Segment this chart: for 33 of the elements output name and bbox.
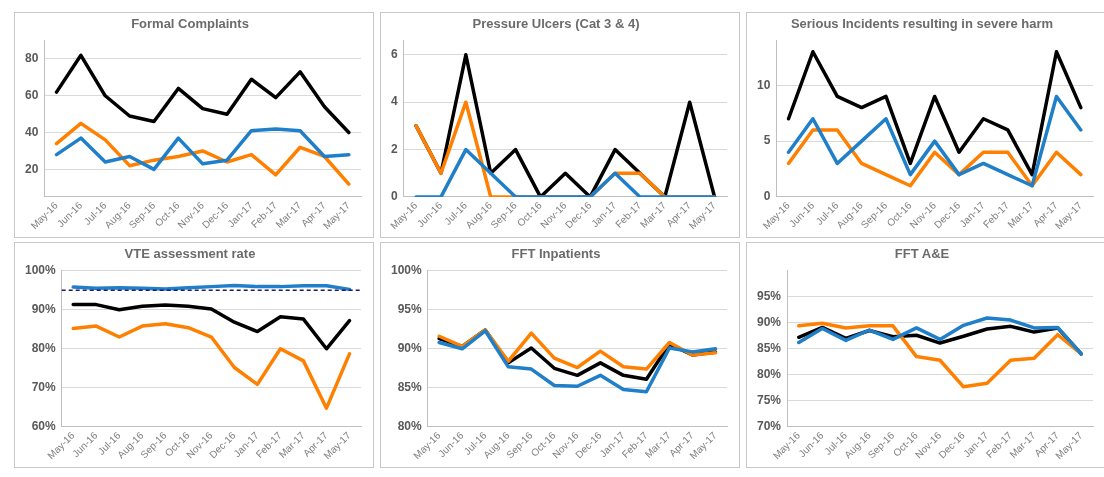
y-tick-label: 6 xyxy=(390,47,398,62)
chart-title: FFT Inpatients xyxy=(511,246,601,262)
y-tick-label: 80 xyxy=(24,51,39,66)
y-tick-label: 5 xyxy=(763,133,771,148)
y-tick-label: 80% xyxy=(756,367,782,382)
y-tick-label: 0 xyxy=(763,189,771,204)
y-tick-label: 60% xyxy=(31,419,57,434)
chart-title: Pressure Ulcers (Cat 3 & 4) xyxy=(472,16,640,32)
y-tick-label: 100% xyxy=(24,262,57,277)
y-tick-label: 4 xyxy=(390,94,398,109)
y-tick-label: 20 xyxy=(24,161,39,176)
chart-title: Formal Complaints xyxy=(131,16,249,32)
y-tick-label: 90% xyxy=(31,302,57,316)
chart-title: Serious Incidents resulting in severe harm xyxy=(790,16,1054,32)
y-tick-label: 85% xyxy=(756,341,782,356)
y-tick-label: 10 xyxy=(756,77,771,92)
y-tick-label: 75% xyxy=(756,393,782,408)
y-tick-label: 0 xyxy=(390,189,398,204)
y-tick-label: 95% xyxy=(756,288,782,303)
y-tick-label: 95% xyxy=(397,302,423,316)
y-tick-label: 60 xyxy=(24,88,39,103)
y-tick-label: 70% xyxy=(31,380,57,395)
y-tick-label: 80% xyxy=(397,419,423,434)
chart-title: VTE assessment rate xyxy=(124,246,256,262)
y-tick-label: 90% xyxy=(756,315,782,330)
y-tick-label: 90% xyxy=(397,341,423,356)
y-tick-label: 80% xyxy=(31,341,57,356)
y-tick-label: 100% xyxy=(390,262,423,277)
y-tick-label: 2 xyxy=(390,141,398,156)
y-tick-label: 85% xyxy=(397,380,423,395)
chart-title: FFT A&E xyxy=(894,246,950,262)
y-tick-label: 40 xyxy=(24,124,39,139)
y-tick-label: 70% xyxy=(756,419,782,434)
